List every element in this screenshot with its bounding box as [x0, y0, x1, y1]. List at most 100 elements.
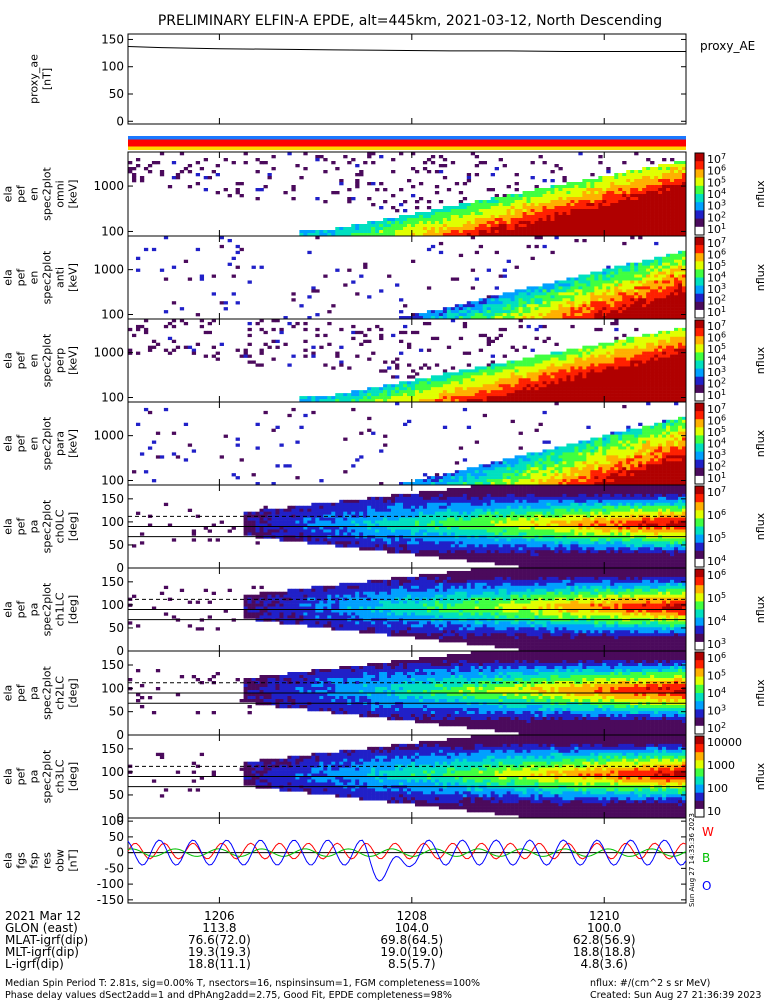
ela-pef-en-spec2plot-perp-cell [506, 387, 511, 391]
ela-pef-en-spec2plot-perp-cell [670, 333, 675, 338]
ela-pef-en-spec2plot-perp-cell [259, 327, 264, 332]
ela-pef-en-spec2plot-para-cell [558, 455, 563, 459]
ela-pef-en-spec2plot-omni-cell [622, 206, 627, 210]
ela-pef-en-spec2plot-anti-cell [622, 295, 627, 299]
ela-pef-en-spec2plot-para-cell [462, 482, 468, 486]
ela-pef-en-spec2plot-para-cell [658, 461, 663, 465]
ela-pef-en-spec2plot-perp-cell [311, 399, 316, 403]
ela-pef-en-spec2plot-perp-cell [570, 363, 575, 367]
ela-pef-en-spec2plot-omni-cell [662, 215, 667, 219]
ela-pef-en-spec2plot-perp-colorbar-cell [695, 330, 704, 333]
ela-pef-en-spec2plot-perp-cell [494, 399, 499, 403]
ela-pef-en-spec2plot-perp-cell [614, 336, 619, 341]
ela-pef-en-spec2plot-perp-cell [319, 345, 324, 349]
ela-pef-en-spec2plot-omni-cell [626, 173, 631, 177]
ela-pef-en-spec2plot-omni-cell [598, 155, 603, 159]
ela-pef-en-spec2plot-para-cell [566, 461, 571, 465]
ela-pef-en-spec2plot-perp-cell [522, 357, 527, 361]
ela-pef-en-spec2plot-omni-cell [534, 233, 539, 237]
ela-pef-en-spec2plot-perp-cell [682, 372, 687, 376]
ela-pef-en-spec2plot-perp-cell [678, 342, 683, 346]
ela-pef-en-spec2plot-anti-cell [642, 292, 647, 296]
ela-pef-en-spec2plot-para-cell [650, 470, 655, 474]
ela-pef-en-spec2plot-para-cell [502, 458, 507, 462]
ela-pef-en-spec2plot-perp-colorbar-cell [695, 346, 704, 349]
ela-pef-en-spec2plot-anti-cell [502, 301, 507, 305]
ela-pef-en-spec2plot-omni-cell [410, 167, 416, 171]
ela-pef-en-spec2plot-perp-cell [383, 399, 388, 403]
ela-pef-en-spec2plot-perp-cell [367, 357, 372, 361]
ela-pef-en-spec2plot-omni-cell [670, 182, 675, 186]
ela-pef-en-spec2plot-perp-cell [674, 384, 679, 388]
ela-pef-en-spec2plot-omni-cell [610, 203, 615, 207]
ela-pef-en-spec2plot-perp-cell [219, 342, 224, 346]
ela-pef-en-spec2plot-omni-cell [534, 203, 539, 207]
ela-pef-en-spec2plot-omni-cell [546, 197, 551, 201]
ela-pef-en-spec2plot-para-cell [530, 476, 535, 480]
ela-pef-en-spec2plot-omni-cell [391, 218, 396, 222]
ela-pef-en-spec2plot-anti-cell [630, 236, 635, 240]
ela-pef-en-spec2plot-omni-cell [606, 215, 611, 219]
ela-pef-en-spec2plot-omni-cell [454, 215, 460, 219]
ela-pef-en-spec2plot-anti-cell [470, 236, 476, 240]
ela-pef-en-spec2plot-para-cell [478, 464, 484, 468]
ela-pef-en-spec2plot-omni-cell [654, 215, 659, 219]
ela-pef-en-spec2plot-anti-cell [490, 301, 495, 305]
ela-pef-en-spec2plot-perp-cell [482, 375, 488, 379]
ela-pef-en-spec2plot-perp-cell [586, 399, 591, 403]
ela-pef-en-spec2plot-omni-cell [303, 152, 308, 156]
ela-pef-en-spec2plot-omni-cell [534, 191, 539, 195]
ela-pef-en-spec2plot-anti-cell [570, 313, 575, 317]
ela-pef-en-spec2plot-anti-cell [662, 292, 667, 296]
ela-pef-en-spec2plot-anti-cell [454, 316, 460, 320]
ela-pef-en-spec2plot-para-cell [662, 479, 667, 483]
ela-pef-en-spec2plot-omni-cell [414, 221, 420, 225]
ela-pef-en-spec2plot-perp-cell [630, 378, 635, 382]
ela-pef-en-spec2plot-perp-cell [506, 381, 511, 385]
ela-pef-en-spec2plot-perp-cell [658, 336, 663, 341]
ela-pef-en-spec2plot-para-cell [594, 461, 599, 465]
ela-pef-en-spec2plot-perp-cell [215, 357, 220, 361]
ela-pef-en-spec2plot-omni-cell [530, 203, 535, 207]
ela-pef-en-spec2plot-para-cell [546, 449, 551, 453]
ela-pef-en-spec2plot-omni-cell [407, 215, 412, 219]
ela-pef-en-spec2plot-omni-cell [594, 206, 599, 210]
ela-pef-en-spec2plot-perp-cell [658, 384, 663, 388]
ela-pef-en-spec2plot-perp-cell [470, 393, 476, 397]
ela-pef-en-spec2plot-anti-cell [363, 262, 368, 266]
ela-pef-en-spec2plot-perp-cell [654, 399, 659, 403]
ela-pef-en-spec2plot-perp-cell [438, 387, 444, 391]
ela-pef-en-spec2plot-para-cell [446, 479, 452, 483]
ela-pef-en-spec2plot-omni-cell [574, 188, 579, 192]
ela-pef-en-spec2plot-omni-cell [466, 203, 472, 207]
ela-pef-en-spec2plot-omni-cell [678, 227, 683, 231]
ela-pef-en-spec2plot-omni-cell [658, 176, 663, 180]
ela-pef-en-spec2plot-perp-cell [522, 390, 527, 394]
ela-pef-en-spec2plot-omni-cell [666, 197, 671, 201]
ela-pef-en-spec2plot-para-cell [638, 467, 643, 471]
ela-pef-en-spec2plot-anti-cell [534, 298, 539, 302]
ela-pef-en-spec2plot-perp-cell [582, 387, 587, 391]
ela-pef-en-spec2plot-anti-colorbar-cell [695, 261, 704, 264]
ela-pef-en-spec2plot-perp-cell [407, 399, 412, 403]
ela-pef-en-spec2plot-omni-cell [510, 233, 515, 237]
ela-pef-en-spec2plot-perp-cell [610, 321, 615, 326]
ela-pef-en-spec2plot-perp-cell [522, 363, 527, 367]
ela-pef-en-spec2plot-omni-cell [602, 197, 607, 201]
ela-pef-en-spec2plot-para-cell [251, 473, 256, 477]
ela-pef-en-spec2plot-para-cell [638, 476, 643, 480]
ela-pef-en-spec2plot-anti-cell [558, 301, 563, 305]
ela-pef-en-spec2plot-omni-cell [514, 227, 519, 231]
ela-pef-en-spec2plot-anti-cell [658, 283, 663, 287]
ela-pef-en-spec2plot-para-cell [610, 434, 615, 438]
ela-pef-en-spec2plot-perp-cell [395, 366, 400, 370]
ela-pef-en-spec2plot-perp-cell [387, 387, 392, 391]
ela-pef-en-spec2plot-anti-cell [490, 316, 495, 320]
ela-pef-en-spec2plot-anti-cell [578, 292, 583, 296]
ela-pef-en-spec2plot-anti-cell [662, 289, 667, 293]
ela-pef-en-spec2plot-omni-cell [502, 221, 507, 225]
ela-pef-en-spec2plot-omni-cell [391, 170, 396, 174]
ela-pef-en-spec2plot-perp-cell [530, 363, 535, 367]
ela-pef-en-spec2plot-anti-cell [574, 310, 579, 314]
ela-pef-en-spec2plot-perp-cell [530, 360, 535, 364]
